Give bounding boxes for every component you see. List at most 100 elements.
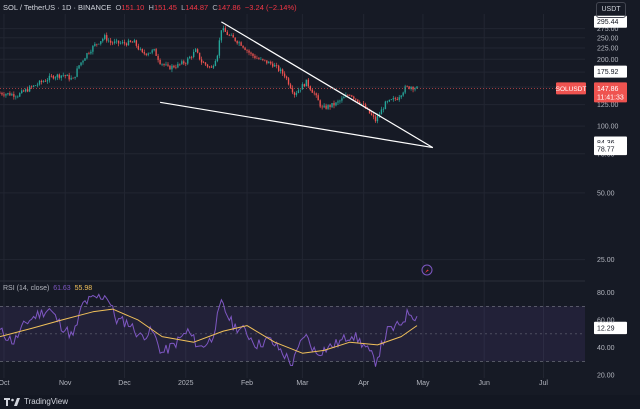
close-value: 147.86 — [217, 3, 241, 12]
candle — [123, 42, 126, 44]
candle — [212, 65, 215, 68]
candle — [335, 102, 337, 106]
candle — [362, 103, 365, 105]
candle — [82, 60, 84, 63]
candle — [323, 105, 325, 108]
candle — [262, 58, 264, 60]
candle — [66, 74, 68, 77]
price-label: 78.77 — [597, 147, 615, 154]
candle — [222, 28, 225, 31]
candle — [56, 74, 59, 78]
candle — [216, 55, 219, 62]
change-value: −3.24 (−2.14%) — [244, 3, 297, 12]
candle — [289, 84, 292, 89]
wedge-upper-trendline[interactable] — [221, 21, 434, 149]
candle — [317, 95, 319, 101]
candle — [309, 86, 311, 90]
candle — [297, 90, 300, 93]
candle — [5, 94, 7, 96]
candle — [376, 115, 379, 122]
candle — [378, 114, 381, 116]
candle — [281, 69, 284, 74]
x-tick-label-nov: Nov — [59, 380, 72, 387]
candle — [127, 40, 130, 46]
candle — [196, 49, 199, 53]
candle — [173, 65, 175, 68]
candle — [169, 65, 171, 70]
candle — [359, 102, 361, 105]
low-value: 144.87 — [185, 3, 209, 12]
candle — [218, 40, 221, 56]
candle — [92, 46, 94, 52]
tradingview-brand[interactable]: TradingView — [24, 397, 69, 406]
candle — [380, 109, 383, 115]
candle — [364, 104, 367, 109]
rsi-title[interactable]: RSI (14, close) — [3, 285, 50, 292]
candle — [224, 28, 226, 32]
candle — [25, 89, 27, 92]
currency-button[interactable]: USDT — [596, 2, 626, 18]
price-label: 12.29 — [597, 326, 615, 333]
candle — [42, 81, 45, 83]
alert-icon[interactable] — [421, 264, 433, 276]
tradingview-logo-icon[interactable] — [4, 398, 20, 406]
candle — [30, 86, 33, 88]
bar-countdown-label: 11:41:33 — [597, 94, 624, 101]
candle — [349, 95, 351, 96]
wedge-lower-trendline[interactable] — [159, 101, 433, 149]
candle — [214, 61, 217, 66]
candle — [68, 74, 70, 80]
rsi-tick-label: 40.00 — [597, 345, 615, 352]
candle — [321, 106, 323, 108]
candle — [287, 78, 290, 85]
candle — [129, 40, 132, 42]
symbol-tag-label: SOLUSDT — [556, 86, 587, 93]
candle — [149, 52, 151, 54]
price-label: 295.44 — [597, 19, 619, 26]
candle — [3, 94, 5, 96]
candle — [228, 34, 230, 36]
rsi-tick-label: 60.00 — [597, 318, 615, 325]
open-value: 151.10 — [121, 3, 145, 12]
candle — [400, 95, 402, 98]
candle — [382, 109, 385, 110]
candle — [277, 65, 280, 71]
candle — [388, 99, 391, 102]
candle — [274, 65, 276, 67]
candle — [183, 61, 185, 64]
candle — [357, 99, 359, 103]
x-tick-label-2025: 2025 — [178, 380, 194, 387]
candle — [260, 58, 262, 60]
candle — [398, 97, 400, 100]
price-label-box — [594, 322, 627, 335]
x-tick-label-jul: Jul — [539, 380, 548, 387]
candle — [179, 63, 181, 65]
candle — [98, 43, 100, 45]
candle — [191, 56, 193, 58]
candle — [34, 85, 37, 86]
candle — [250, 52, 252, 54]
candle — [80, 62, 82, 66]
price-label-box — [594, 65, 627, 78]
candle — [38, 80, 41, 85]
candle — [220, 30, 223, 41]
candle — [0, 92, 1, 94]
rsi-line — [0, 293, 418, 367]
candle — [240, 42, 242, 46]
candle — [44, 81, 47, 82]
rsi-value: 61.63 — [53, 285, 71, 292]
symbol-title[interactable]: SOL / TetherUS · 1D · BINANCE — [3, 3, 112, 12]
price-tick-label: 225.00 — [597, 45, 619, 52]
candle — [374, 116, 377, 122]
candle — [1, 93, 3, 95]
candle — [333, 103, 335, 106]
rsi-tick-label: 20.00 — [597, 373, 615, 380]
candle — [339, 100, 341, 102]
x-tick-label-feb: Feb — [241, 380, 253, 387]
candle — [192, 51, 195, 58]
low-label: L — [181, 3, 186, 12]
candle — [355, 98, 357, 100]
candle — [36, 84, 39, 86]
candle — [167, 64, 169, 66]
